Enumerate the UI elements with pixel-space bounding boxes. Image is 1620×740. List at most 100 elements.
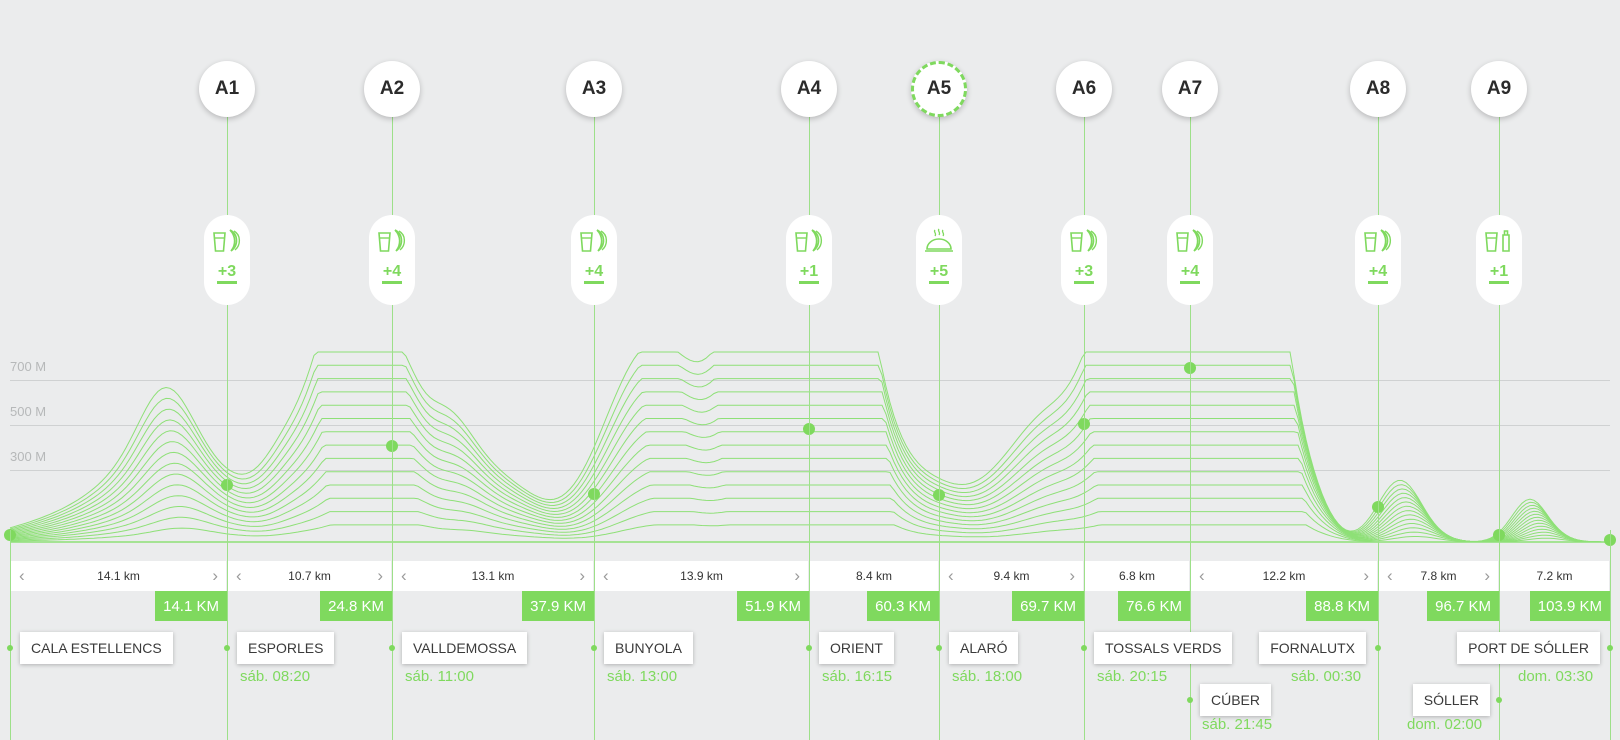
- station-guide-line: [1499, 115, 1500, 740]
- segment-distance-label: 13.1 km: [471, 569, 515, 583]
- aid-station-label: A7: [1177, 78, 1203, 99]
- station-guide-line: [392, 115, 393, 740]
- place-arrival-time: sáb. 13:00: [607, 668, 678, 685]
- aid-station-supplies[interactable]: +4: [1355, 215, 1401, 305]
- segment-distance: ‹ 13.1 km ›: [393, 561, 593, 591]
- drink-bottle-icon: [1482, 225, 1516, 257]
- place-arrival-time: sáb. 16:15: [822, 668, 893, 685]
- cumulative-distance-badge: 76.6 KM: [1118, 591, 1190, 621]
- chevron-right-icon[interactable]: ›: [1363, 566, 1369, 585]
- chevron-left-icon[interactable]: ‹: [948, 566, 954, 585]
- elevation-ridge-line: [9, 444, 1610, 543]
- aid-station-a5-button[interactable]: A5: [911, 61, 967, 117]
- supplies-count: +3: [216, 263, 238, 284]
- supplies-count: +3: [1073, 263, 1095, 284]
- gridline-300: [10, 470, 1610, 471]
- place-label[interactable]: ALARÓ: [949, 632, 1019, 664]
- chevron-left-icon[interactable]: ‹: [1387, 566, 1393, 585]
- aid-station-supplies[interactable]: +5: [916, 215, 962, 305]
- segment-distance: ‹ 12.2 km ›: [1191, 561, 1377, 591]
- place-marker-dot: [1081, 645, 1087, 651]
- place-marker-dot: [936, 645, 942, 651]
- place-arrival-time: dom. 02:00: [1407, 716, 1483, 733]
- aid-station-label: A8: [1365, 78, 1391, 99]
- place-label[interactable]: VALLDEMOSSA: [402, 632, 528, 664]
- chevron-right-icon[interactable]: ›: [1069, 566, 1075, 585]
- aid-station-supplies[interactable]: +3: [204, 215, 250, 305]
- aid-station-a2-button[interactable]: A2: [364, 61, 420, 117]
- drink-food-icon: [375, 225, 409, 257]
- place-label[interactable]: FORNALUTX: [1259, 632, 1366, 664]
- elevation-ridge-line: [9, 497, 1610, 543]
- place-label[interactable]: SÓLLER: [1412, 684, 1490, 716]
- place-label[interactable]: CÚBER: [1200, 684, 1272, 716]
- drink-food-icon: [792, 225, 826, 257]
- hot-meal-icon: [922, 225, 956, 257]
- segment-distance: 8.4 km: [810, 561, 938, 591]
- altitude-label-500: 500 M: [10, 404, 47, 419]
- place-marker-dot: [591, 645, 597, 651]
- station-guide-line: [809, 115, 810, 740]
- place-marker-dot: [7, 645, 13, 651]
- aid-station-a1-button[interactable]: A1: [199, 61, 255, 117]
- chevron-right-icon[interactable]: ›: [579, 566, 585, 585]
- chevron-right-icon[interactable]: ›: [1484, 566, 1490, 585]
- drink-food-icon: [1361, 225, 1395, 257]
- segment-distance-label: 12.2 km: [1262, 569, 1306, 583]
- elevation-ridge-line: [9, 524, 1610, 543]
- aid-station-label: A2: [379, 78, 405, 99]
- aid-station-label: A5: [926, 78, 952, 99]
- chevron-left-icon[interactable]: ‹: [401, 566, 407, 585]
- aid-station-supplies[interactable]: +1: [786, 215, 832, 305]
- segment-distance-label: 6.8 km: [1118, 569, 1155, 583]
- supplies-count: +1: [1488, 263, 1510, 284]
- segment-distance-label: 8.4 km: [855, 569, 892, 583]
- aid-station-supplies[interactable]: +4: [369, 215, 415, 305]
- place-marker-dot: [1375, 645, 1381, 651]
- place-marker-dot: [806, 645, 812, 651]
- segment-distance-label: 10.7 km: [288, 569, 331, 583]
- altitude-label-700: 700 M: [10, 359, 47, 374]
- station-guide-line: [10, 530, 11, 740]
- chevron-right-icon[interactable]: ›: [377, 566, 383, 585]
- station-guide-line: [1084, 115, 1085, 740]
- place-label[interactable]: ORIENT: [819, 632, 894, 664]
- place-label[interactable]: ESPORLES: [237, 632, 335, 664]
- aid-station-label: A1: [214, 78, 240, 99]
- elevation-ridge-line: [9, 351, 1610, 543]
- chevron-right-icon[interactable]: ›: [212, 566, 218, 585]
- aid-station-a4-button[interactable]: A4: [781, 61, 837, 117]
- elevation-ridge-line: [9, 457, 1610, 543]
- place-label[interactable]: CALA ESTELLENCS: [20, 632, 173, 664]
- supplies-count: +5: [928, 263, 950, 284]
- chevron-left-icon[interactable]: ‹: [603, 566, 609, 585]
- aid-station-a9-button[interactable]: A9: [1471, 61, 1527, 117]
- place-label[interactable]: TOSSALS VERDS: [1094, 632, 1233, 664]
- chevron-left-icon[interactable]: ‹: [236, 566, 242, 585]
- aid-station-supplies[interactable]: +1: [1476, 215, 1522, 305]
- place-label[interactable]: PORT DE SÓLLER: [1457, 632, 1600, 664]
- chevron-left-icon[interactable]: ‹: [1199, 566, 1205, 585]
- elevation-ridge-line: [9, 511, 1610, 543]
- cumulative-distance-badge: 60.3 KM: [867, 591, 939, 621]
- aid-station-a6-button[interactable]: A6: [1056, 61, 1112, 117]
- aid-station-supplies[interactable]: +3: [1061, 215, 1107, 305]
- altitude-label-300: 300 M: [10, 449, 47, 464]
- place-arrival-time: sáb. 08:20: [240, 668, 311, 685]
- segment-distance: 7.2 km: [1500, 561, 1609, 591]
- elevation-ridge-line: [9, 471, 1610, 543]
- aid-station-supplies[interactable]: +4: [571, 215, 617, 305]
- elevation-ridge-line: [9, 484, 1610, 543]
- cumulative-distance-badge: 69.7 KM: [1012, 591, 1084, 621]
- aid-station-supplies[interactable]: +4: [1167, 215, 1213, 305]
- aid-station-a3-button[interactable]: A3: [566, 61, 622, 117]
- segment-distance-label: 9.4 km: [993, 569, 1030, 583]
- segment-distance: ‹ 10.7 km ›: [228, 561, 391, 591]
- aid-station-a8-button[interactable]: A8: [1350, 61, 1406, 117]
- chevron-left-icon[interactable]: ‹: [19, 566, 25, 585]
- place-label[interactable]: BUNYOLA: [604, 632, 693, 664]
- aid-station-a7-button[interactable]: A7: [1162, 61, 1218, 117]
- cumulative-distance-badge: 14.1 KM: [155, 591, 227, 621]
- chevron-right-icon[interactable]: ›: [794, 566, 800, 585]
